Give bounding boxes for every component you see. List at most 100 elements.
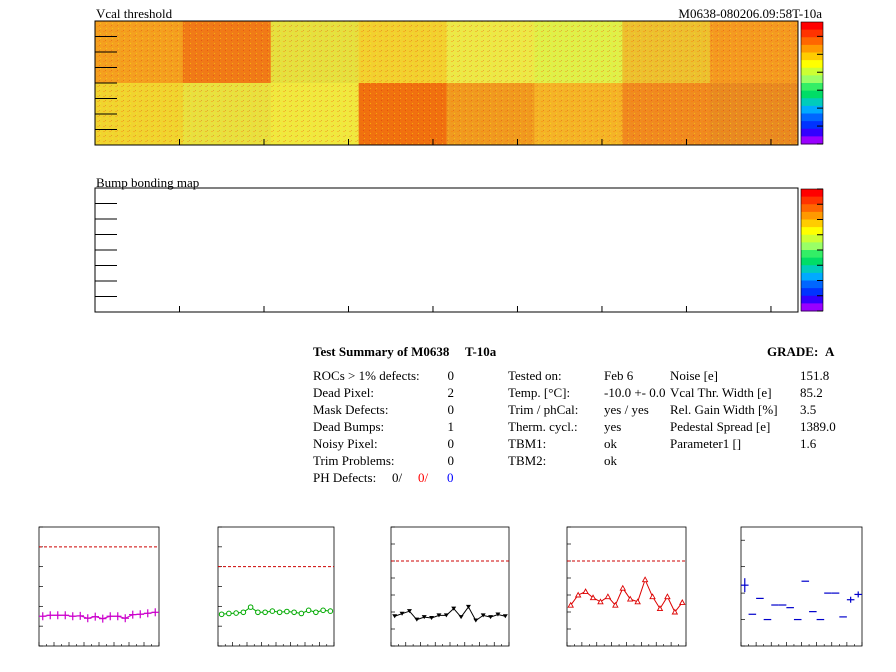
data-point: [671, 608, 679, 615]
palette-swatch: [801, 196, 823, 205]
data-point: [619, 584, 627, 591]
summary-row-value: 0: [447, 368, 455, 383]
data-point: [414, 617, 420, 622]
palette-swatch: [801, 242, 823, 251]
data-point: [247, 604, 254, 610]
data-point: [313, 609, 319, 616]
data-point: [604, 593, 612, 600]
summary-row-label: Noise [e]: [670, 368, 719, 383]
ph-defects-value-2: 0/: [418, 470, 429, 485]
data-point: [291, 609, 297, 616]
map-frame: [94, 187, 799, 313]
palette-swatch: [801, 257, 823, 266]
data-point: [284, 608, 290, 615]
palette-swatch: [801, 227, 823, 236]
summary-row-label: Vcal Thr. Width [e]: [670, 385, 772, 400]
palette-swatch: [801, 83, 823, 92]
series-line: [221, 606, 331, 615]
data-point: [255, 609, 261, 616]
data-point: [399, 611, 405, 616]
mini-chart-frame: [217, 526, 335, 647]
palette-swatch: [801, 67, 823, 76]
grade-label: GRADE:: [767, 344, 819, 359]
data-point: [305, 607, 312, 614]
palette-swatch: [801, 265, 823, 274]
palette-swatch: [801, 52, 823, 61]
palette-swatch: [801, 113, 823, 122]
summary-row-value: 151.8: [800, 368, 830, 383]
data-point: [298, 610, 305, 617]
map-title: Vcal threshold: [96, 6, 173, 21]
summary-row-value: yes: [604, 419, 622, 434]
data-point: [473, 618, 479, 623]
mini-chart-frame: [38, 526, 160, 647]
data-point: [597, 598, 604, 605]
palette-swatch: [801, 136, 823, 145]
mini-chart-frame: [390, 526, 510, 647]
summary-row-value: yes / yes: [604, 402, 649, 417]
data-point: [218, 611, 225, 618]
data-point: [626, 595, 634, 602]
summary-row-value: ok: [604, 436, 617, 451]
summary-row-label: Trim Problems:: [313, 453, 395, 468]
palette-frame: [800, 21, 824, 145]
summary-row-label: Therm. cycl.:: [508, 419, 578, 434]
ph-defects-value-3: 0: [447, 470, 454, 485]
palette-swatch: [801, 75, 823, 84]
summary-row-value: 0: [447, 402, 455, 417]
palette-swatch: [801, 288, 823, 297]
data-point: [612, 601, 619, 608]
summary-row-label: ROCs > 1% defects:: [313, 368, 420, 383]
data-point: [567, 601, 574, 608]
bump-bonding-map: Bump bonding map: [94, 175, 824, 313]
summary-row-label: Dead Bumps:: [313, 419, 385, 434]
palette-swatch: [801, 22, 823, 31]
summary-row-label: TBM2:: [508, 453, 547, 468]
data-point: [649, 593, 656, 600]
data-point: [421, 615, 427, 620]
palette-swatch: [801, 303, 823, 312]
mini-chart-1: [38, 526, 160, 647]
palette-swatch: [801, 219, 823, 228]
mini-chart-3: [390, 526, 510, 647]
data-point: [429, 615, 435, 620]
summary-row-label: Rel. Gain Width [%]: [670, 402, 778, 417]
data-point: [327, 608, 334, 614]
summary-row-value: 0: [447, 436, 455, 451]
summary-row-label: Pedestal Spread [e]: [670, 419, 771, 434]
summary-row-value: 1: [447, 419, 455, 434]
data-point: [458, 615, 464, 620]
summary-row-label: Noisy Pixel:: [313, 436, 378, 451]
data-point: [320, 607, 326, 614]
palette-swatch: [801, 295, 823, 304]
mini-chart-frame: [740, 526, 863, 647]
summary-row-value: ok: [604, 453, 617, 468]
data-point: [634, 598, 641, 605]
data-point: [465, 604, 471, 609]
summary-row-label: Trim / phCal:: [508, 402, 579, 417]
summary-row-value: -10.0 +- 0.0: [604, 385, 666, 400]
palette-swatch: [801, 90, 823, 99]
series-line: [394, 605, 506, 622]
data-point: [451, 606, 457, 611]
mini-chart-2: [217, 526, 335, 647]
data-point: [488, 615, 494, 620]
mini-chart-4: [566, 526, 687, 647]
series-line: [570, 578, 683, 613]
vcal-threshold-map: Vcal threshold M0638-080206.09:58T-10a: [94, 6, 824, 146]
grade-value: A: [825, 344, 835, 359]
data-point: [276, 609, 283, 616]
data-point: [480, 613, 486, 618]
ph-defects-label: PH Defects:: [313, 470, 377, 485]
mini-chart-5: [740, 526, 863, 647]
data-point: [641, 576, 649, 583]
data-point: [443, 613, 449, 618]
palette-swatch: [801, 204, 823, 213]
summary-row-value: Feb 6: [604, 368, 634, 383]
palette-swatch: [801, 128, 823, 137]
data-point: [574, 591, 582, 598]
data-point: [233, 610, 239, 616]
summary-row-value: 0: [447, 453, 455, 468]
data-point: [392, 614, 398, 619]
palette-swatch: [801, 60, 823, 69]
